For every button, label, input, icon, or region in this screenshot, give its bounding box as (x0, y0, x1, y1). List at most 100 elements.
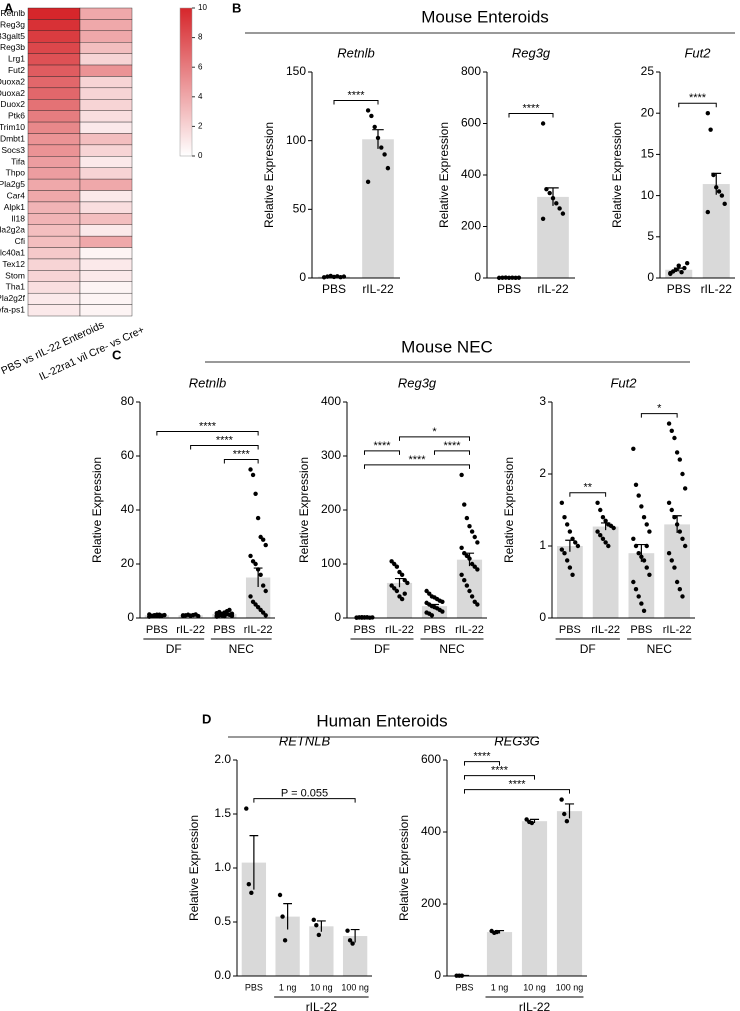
data-point (639, 601, 644, 606)
data-point (603, 540, 608, 545)
data-point (389, 583, 394, 588)
data-point (467, 524, 472, 529)
y-tick-label: 50 (293, 202, 307, 216)
data-point (335, 274, 340, 279)
y-tick-label: 40 (121, 502, 135, 516)
data-point (708, 127, 713, 132)
data-point (464, 583, 470, 588)
data-point (716, 189, 722, 194)
data-point (214, 613, 219, 618)
bar (664, 524, 690, 618)
significance-label: **** (347, 89, 365, 101)
colorbar-tick-label: 8 (198, 33, 203, 42)
chart-title: RETNLB (279, 733, 331, 748)
heatmap-cell (79, 19, 133, 32)
x-tick-label: PBS (497, 282, 521, 296)
significance-bracket (333, 99, 379, 105)
data-point (394, 564, 400, 569)
heatmap-cell (27, 247, 81, 260)
significance-bracket (364, 464, 470, 469)
heatmap-cell (79, 76, 133, 89)
heatmap-cell (79, 292, 133, 305)
data-point (246, 882, 252, 887)
data-point (600, 515, 606, 520)
data-point (427, 591, 432, 596)
y-tick-label: 0 (127, 610, 134, 624)
data-point (462, 551, 467, 556)
data-point (394, 588, 400, 594)
data-point (382, 152, 387, 157)
data-point (248, 467, 253, 472)
data-point (469, 561, 475, 567)
data-point (674, 450, 680, 455)
data-point (399, 572, 405, 577)
error-bar (529, 818, 540, 823)
heatmap-cell (79, 178, 133, 191)
significance-label: **** (199, 420, 217, 432)
heatmap-cell (27, 190, 81, 203)
heatmap-cell (27, 235, 81, 248)
significance-label: **** (233, 448, 251, 460)
y-axis-label: Relative Expression (262, 122, 276, 228)
data-point (559, 500, 565, 505)
data-point (598, 507, 603, 513)
x-tick-label: rIL-22 (176, 624, 205, 636)
data-point (669, 507, 674, 513)
y-axis-label: Relative Expression (437, 122, 451, 228)
row-label: Duoxa2 (0, 88, 25, 98)
heatmap-cell (27, 201, 81, 214)
significance-label: **** (491, 765, 509, 777)
data-point (644, 522, 649, 527)
data-point (677, 587, 683, 592)
data-point (677, 457, 683, 462)
error-bar (249, 835, 259, 890)
x-tick-label: rIL-22 (244, 624, 273, 636)
bar (702, 184, 730, 278)
data-point (600, 536, 606, 541)
bar (521, 821, 548, 976)
significance-label: **** (373, 440, 391, 452)
data-point (682, 486, 688, 491)
heatmap-cell (27, 121, 81, 134)
row-label: Stom (5, 270, 25, 280)
y-tick-label: 2.0 (214, 752, 231, 766)
data-point (402, 591, 407, 596)
y-axis-label: Relative Expression (502, 457, 516, 563)
heatmap-cell (27, 258, 81, 271)
y-tick-label: 0 (334, 610, 341, 624)
group-label: DF (374, 642, 390, 656)
data-point (595, 500, 600, 505)
y-axis-label: Relative Expression (90, 457, 104, 563)
significance-bracket (678, 102, 717, 108)
data-point (564, 522, 570, 527)
data-point (464, 553, 470, 559)
heatmap-cell (27, 64, 81, 77)
panel-label: D (202, 711, 211, 726)
heatmap-cell (27, 156, 81, 168)
data-point (162, 612, 167, 618)
data-point (392, 561, 397, 567)
data-point (263, 588, 268, 594)
data-point (364, 615, 370, 620)
data-point (244, 806, 249, 811)
heatmap-cell (79, 213, 133, 225)
data-point (248, 553, 253, 559)
row-label: Tha1 (6, 282, 26, 292)
colorbar-tick-label: 2 (198, 122, 203, 131)
data-point (631, 579, 636, 585)
y-tick-label: 400 (321, 394, 341, 408)
error-bar (283, 903, 293, 930)
data-point (464, 515, 470, 521)
data-point (472, 534, 477, 540)
row-label: Duox2 (0, 99, 25, 109)
group-label: DF (580, 642, 596, 656)
data-point (472, 564, 477, 569)
heatmap-cell (79, 110, 133, 123)
data-point (557, 206, 562, 211)
significance-label: **** (689, 92, 707, 104)
data-point (229, 611, 235, 616)
y-tick-label: 3 (539, 394, 546, 408)
data-point (389, 559, 394, 564)
data-point (469, 594, 475, 599)
